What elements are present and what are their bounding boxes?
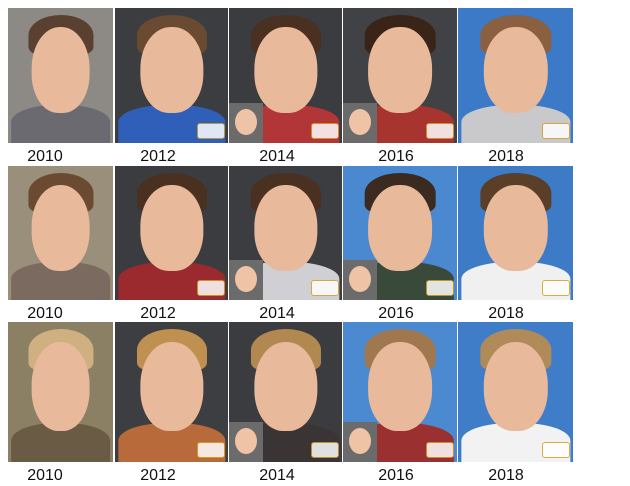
portrait-photo bbox=[8, 166, 113, 300]
face bbox=[31, 26, 90, 114]
ncmec-logo bbox=[426, 442, 454, 458]
ncmec-logo bbox=[542, 280, 570, 296]
inset-childhood-photo bbox=[343, 103, 377, 143]
face bbox=[253, 184, 318, 271]
year-label: 2014 bbox=[259, 148, 295, 165]
face bbox=[483, 184, 548, 271]
year-label: 2012 bbox=[140, 467, 176, 484]
year-label: 2014 bbox=[259, 467, 295, 484]
ncmec-logo bbox=[197, 442, 225, 458]
ncmec-logo bbox=[542, 442, 570, 458]
portrait-photo bbox=[343, 322, 457, 462]
portrait-photo bbox=[115, 322, 228, 462]
inset-childhood-photo bbox=[343, 260, 377, 300]
portrait-photo bbox=[458, 166, 573, 300]
face bbox=[139, 341, 204, 432]
face bbox=[483, 26, 548, 114]
ncmec-logo bbox=[311, 123, 339, 139]
year-label: 2016 bbox=[378, 148, 414, 165]
face bbox=[139, 26, 204, 114]
year-label: 2018 bbox=[488, 148, 524, 165]
portrait-photo bbox=[343, 8, 457, 143]
face bbox=[368, 341, 432, 432]
year-label: 2014 bbox=[259, 305, 295, 322]
portrait-photo bbox=[343, 166, 457, 300]
year-label: 2016 bbox=[378, 305, 414, 322]
face bbox=[368, 26, 432, 114]
face bbox=[483, 341, 548, 432]
year-label: 2018 bbox=[488, 467, 524, 484]
portrait-photo bbox=[229, 322, 342, 462]
face bbox=[253, 26, 318, 114]
portrait-photo bbox=[8, 322, 113, 462]
year-label: 2018 bbox=[488, 305, 524, 322]
ncmec-logo bbox=[197, 280, 225, 296]
inset-childhood-photo bbox=[343, 422, 377, 462]
year-label: 2016 bbox=[378, 467, 414, 484]
ncmec-logo bbox=[197, 123, 225, 139]
year-label: 2012 bbox=[140, 305, 176, 322]
portrait-photo bbox=[229, 166, 342, 300]
ncmec-logo bbox=[311, 280, 339, 296]
inset-childhood-photo bbox=[229, 260, 263, 300]
portrait-photo bbox=[8, 8, 113, 143]
year-label: 2010 bbox=[27, 305, 63, 322]
inset-childhood-photo bbox=[229, 103, 263, 143]
ncmec-logo bbox=[426, 123, 454, 139]
ncmec-logo bbox=[426, 280, 454, 296]
year-label: 2012 bbox=[140, 148, 176, 165]
portrait-photo bbox=[458, 322, 573, 462]
inset-childhood-photo bbox=[229, 422, 263, 462]
ncmec-logo bbox=[311, 442, 339, 458]
face bbox=[31, 184, 90, 271]
face bbox=[139, 184, 204, 271]
portrait-photo bbox=[115, 166, 228, 300]
ncmec-logo bbox=[542, 123, 570, 139]
portrait-photo bbox=[115, 8, 228, 143]
year-label: 2010 bbox=[27, 148, 63, 165]
face bbox=[368, 184, 432, 271]
portrait-photo bbox=[229, 8, 342, 143]
face bbox=[253, 341, 318, 432]
face bbox=[31, 341, 90, 432]
portrait-photo bbox=[458, 8, 573, 143]
year-label: 2010 bbox=[27, 467, 63, 484]
